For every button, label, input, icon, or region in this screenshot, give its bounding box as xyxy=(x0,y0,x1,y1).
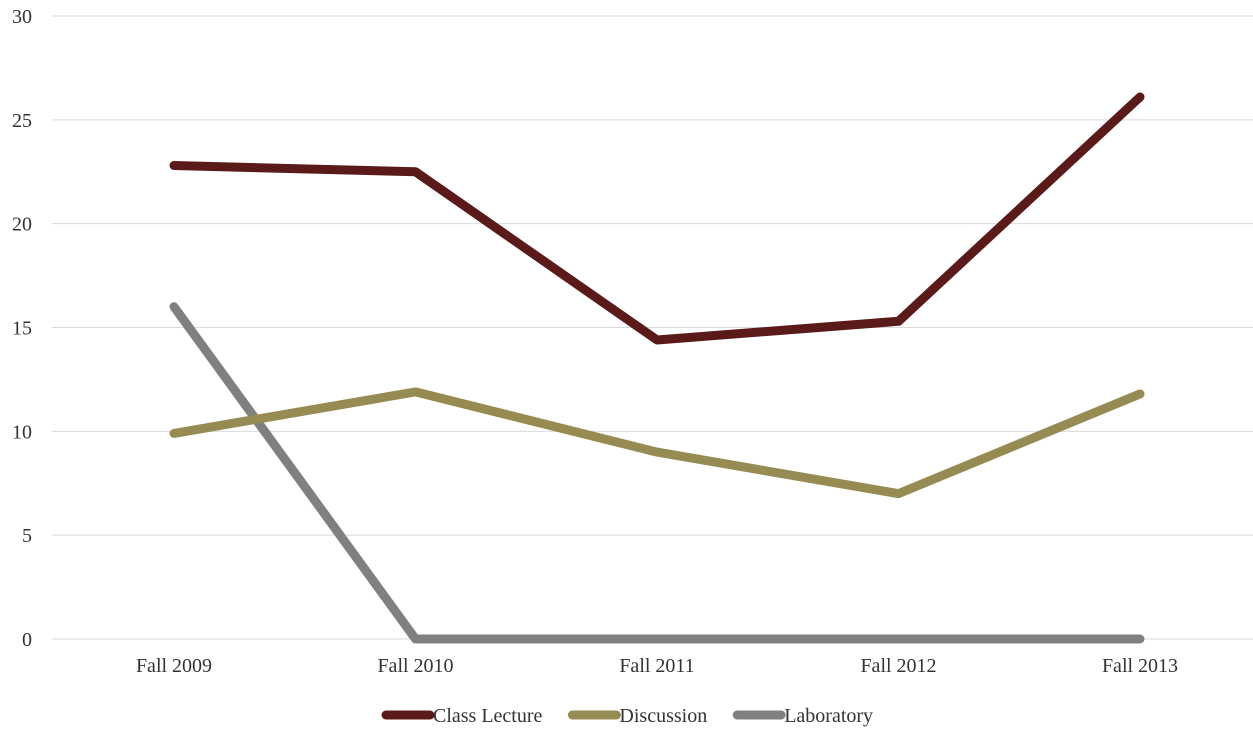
y-tick-label: 15 xyxy=(12,318,32,340)
x-axis-tick-labels: Fall 2009 Fall 2010 Fall 2011 Fall 2012 Fall… xyxy=(136,655,1178,677)
y-tick-label: 25 xyxy=(12,110,32,132)
series-lines xyxy=(169,92,1145,644)
y-tick-label: 0 xyxy=(22,629,32,651)
x-tick-label: Fall 2013 xyxy=(1102,655,1178,677)
series-line-class-lecture xyxy=(169,92,1145,345)
y-tick-label: 20 xyxy=(12,214,32,236)
x-tick-label: Fall 2012 xyxy=(860,655,936,677)
y-tick-label: 10 xyxy=(12,421,32,443)
y-axis-tick-labels: 0 5 10 15 20 25 30 xyxy=(12,6,32,651)
gridlines xyxy=(52,15,1253,640)
y-tick-label: 5 xyxy=(22,525,32,547)
x-tick-label: Fall 2010 xyxy=(377,655,453,677)
legend-label-class-lecture: Class Lecture xyxy=(433,705,543,727)
series-line-discussion xyxy=(169,387,1145,499)
series-line-laboratory xyxy=(169,302,1145,644)
x-tick-label: Fall 2009 xyxy=(136,655,212,677)
legend: Class Lecture Discussion Laboratory xyxy=(381,705,873,727)
legend-label-discussion: Discussion xyxy=(619,705,707,727)
legend-label-laboratory: Laboratory xyxy=(784,705,873,727)
y-tick-label: 30 xyxy=(12,6,32,28)
x-tick-label: Fall 2011 xyxy=(619,655,694,677)
